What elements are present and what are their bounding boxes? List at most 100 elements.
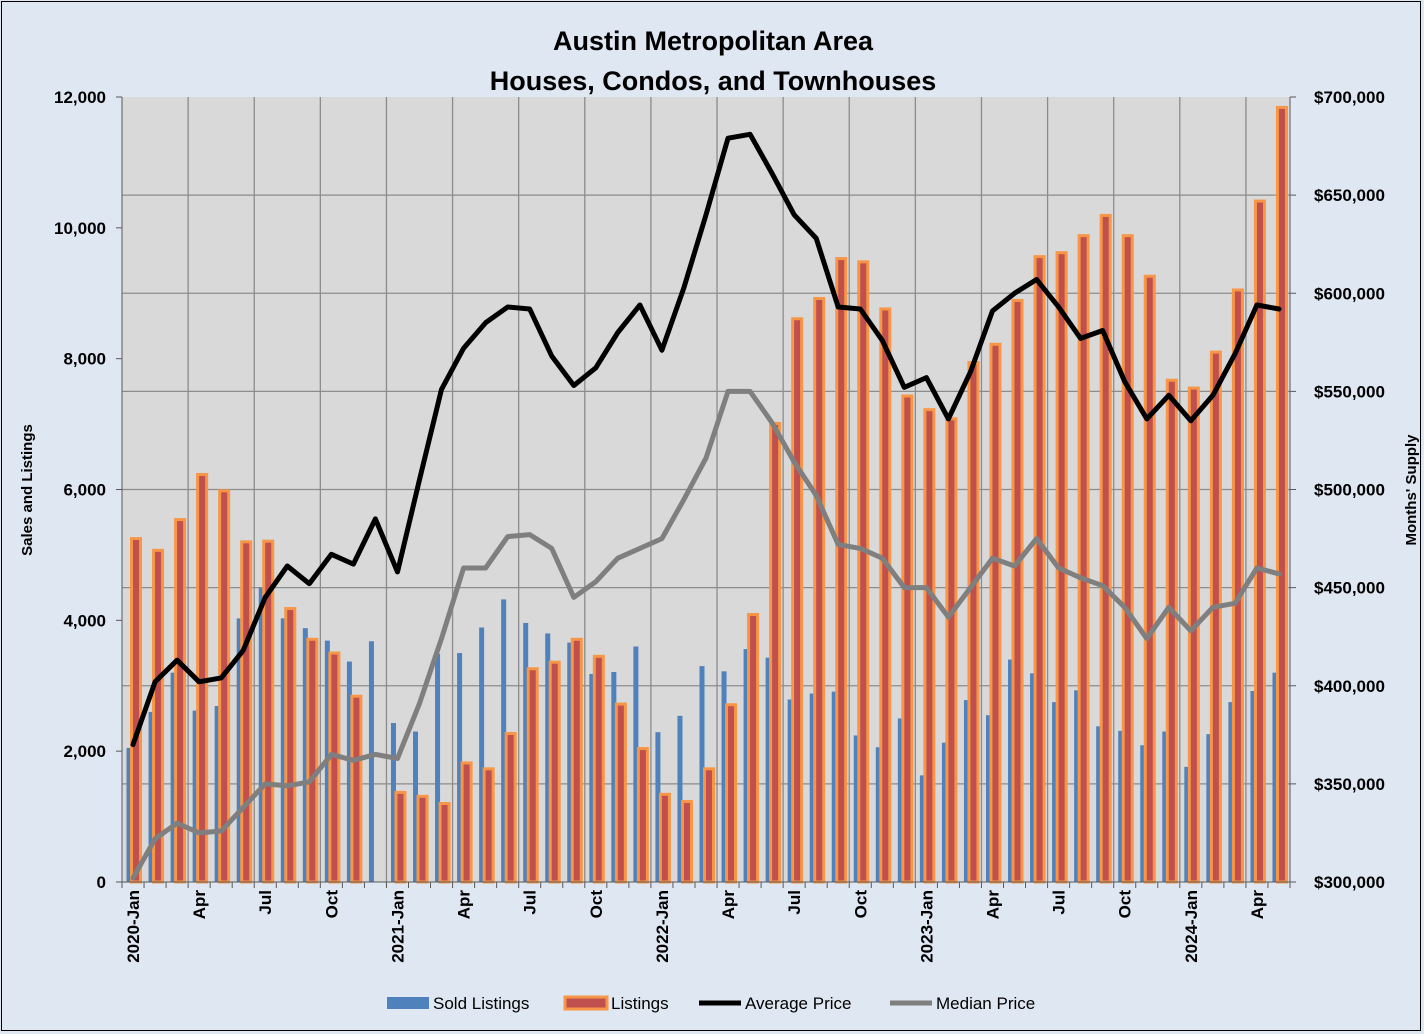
listings-bar bbox=[725, 703, 738, 884]
x-tick-label: Apr bbox=[455, 890, 474, 920]
x-tick-label: Apr bbox=[190, 890, 209, 920]
listings-bar bbox=[901, 394, 914, 884]
x-tick-label: Apr bbox=[984, 890, 1003, 920]
average-price-line bbox=[130, 131, 1282, 748]
x-tick-label: 2020-Jan bbox=[124, 890, 143, 963]
y-tick-label: 12,000 bbox=[54, 88, 106, 107]
y-tick-label: 10,000 bbox=[54, 219, 106, 238]
legend-label: Sold Listings bbox=[433, 994, 529, 1013]
sold-bar bbox=[1206, 734, 1212, 882]
sold-bar bbox=[1184, 766, 1190, 882]
listings-bar bbox=[1033, 255, 1046, 884]
sold-bar bbox=[1008, 659, 1014, 882]
x-tick-label: Oct bbox=[1116, 890, 1135, 919]
listings-bar bbox=[1099, 213, 1112, 884]
sold-bar bbox=[126, 747, 132, 882]
sold-bar bbox=[1250, 690, 1256, 882]
x-tick-label: 2022-Jan bbox=[653, 890, 672, 963]
y-tick-label: 8,000 bbox=[63, 350, 106, 369]
sold-bar bbox=[170, 672, 176, 882]
sold-bar bbox=[280, 618, 286, 882]
listings-bar bbox=[1011, 298, 1024, 884]
sold-bar bbox=[457, 653, 463, 882]
y-axis-title: Sales and Listings bbox=[19, 424, 36, 556]
listings-bar bbox=[1231, 288, 1244, 884]
listings-bar bbox=[130, 537, 143, 884]
listings-bar bbox=[791, 317, 804, 884]
sold-bar bbox=[214, 706, 220, 882]
sold-bar bbox=[1162, 731, 1168, 882]
listings-bar bbox=[769, 421, 782, 884]
listings-bar bbox=[967, 361, 980, 884]
y2-axis-title: Months' Supply bbox=[1403, 434, 1420, 546]
listings-bar bbox=[703, 767, 715, 884]
gridlines bbox=[122, 97, 1290, 882]
sold-bar bbox=[765, 657, 771, 882]
sold-bar bbox=[192, 710, 198, 882]
listings-bar bbox=[1187, 386, 1200, 884]
x-tick-label: 2021-Jan bbox=[389, 890, 408, 963]
sold-bar bbox=[743, 649, 749, 882]
listings-bar bbox=[482, 767, 495, 884]
x-tick-label: 2024-Jan bbox=[1182, 890, 1201, 963]
listings-bar bbox=[284, 607, 297, 884]
listings-bar bbox=[614, 702, 627, 884]
sold-bar bbox=[1030, 673, 1036, 882]
listings-bar bbox=[813, 296, 826, 884]
x-tick-label: Jul bbox=[521, 890, 540, 915]
listings-bar bbox=[548, 660, 561, 884]
legend: Sold Listings Listings Average Price Median… bbox=[387, 994, 1035, 1013]
sold-bar bbox=[1228, 702, 1234, 882]
sold-bar bbox=[1074, 690, 1080, 882]
sold-bar bbox=[677, 715, 683, 882]
legend-label: Average Price bbox=[745, 994, 851, 1013]
x-tick-label: Apr bbox=[719, 890, 738, 920]
x-tick-label: Jul bbox=[1050, 890, 1069, 915]
listings-bar bbox=[680, 800, 693, 884]
sold-bar bbox=[258, 587, 264, 882]
listings-bar bbox=[923, 408, 936, 884]
listings-bar bbox=[857, 260, 870, 884]
y2-tick-label: $500,000 bbox=[1314, 481, 1385, 500]
sold-bar bbox=[853, 735, 859, 882]
sold-bar bbox=[809, 693, 815, 882]
left-axis-ticks: 0 2,000 4,000 6,000 8,000 10,000 12,000 bbox=[54, 88, 122, 892]
listings-bar bbox=[1209, 350, 1222, 884]
sold-bar bbox=[1052, 702, 1058, 882]
x-tick-label: Jul bbox=[256, 890, 275, 915]
sold-bar bbox=[501, 599, 507, 882]
sold-bar bbox=[567, 642, 573, 882]
sold-bar bbox=[523, 622, 529, 882]
right-axis-ticks: $300,000 $350,000 $400,000 $450,000 $500,000… bbox=[1290, 88, 1385, 892]
x-tick-label: Jul bbox=[785, 890, 804, 915]
sold-bar bbox=[1118, 730, 1124, 882]
sold-bar bbox=[787, 699, 793, 882]
listings-bar bbox=[945, 417, 958, 884]
listings-bar bbox=[989, 342, 1002, 884]
sold-bar bbox=[655, 732, 661, 882]
sold-bar bbox=[897, 718, 903, 882]
x-tick-label: Oct bbox=[322, 890, 341, 919]
y-tick-label: 0 bbox=[97, 873, 106, 892]
y-tick-label: 4,000 bbox=[63, 611, 106, 630]
sold-bar bbox=[545, 633, 551, 882]
sold-bar bbox=[148, 711, 154, 882]
listings-bar bbox=[504, 732, 517, 884]
sold-bar bbox=[611, 672, 617, 882]
sold-bar bbox=[589, 673, 595, 882]
sold-bar bbox=[390, 723, 396, 882]
x-tick-label: 2023-Jan bbox=[917, 890, 936, 963]
y2-tick-label: $350,000 bbox=[1314, 775, 1385, 794]
listings-bar bbox=[394, 790, 407, 884]
legend-swatch bbox=[563, 995, 609, 1011]
sold-bar bbox=[435, 653, 441, 882]
legend-label: Listings bbox=[611, 994, 669, 1013]
legend-swatch bbox=[387, 997, 429, 1009]
y2-tick-label: $700,000 bbox=[1314, 88, 1385, 107]
sold-bar bbox=[1272, 672, 1278, 882]
y-tick-label: 6,000 bbox=[63, 481, 106, 500]
x-tick-label: Apr bbox=[1248, 890, 1267, 920]
listings-bar bbox=[1121, 234, 1134, 884]
chart-title: Austin Metropolitan Area bbox=[553, 26, 874, 56]
y2-tick-label: $550,000 bbox=[1314, 382, 1385, 401]
